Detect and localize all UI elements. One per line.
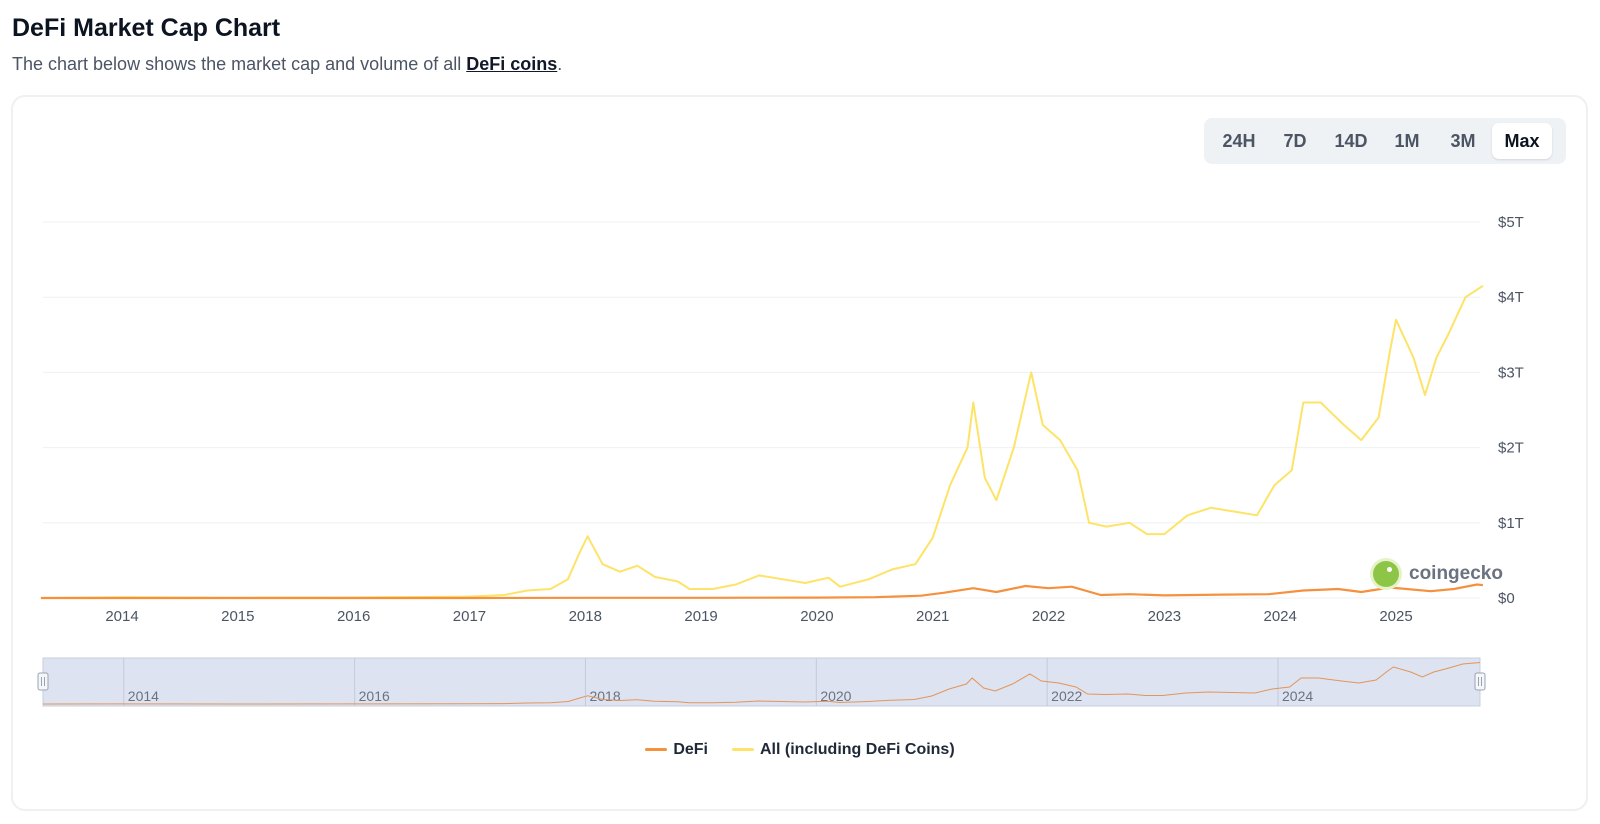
watermark-text: coingecko	[1409, 563, 1503, 584]
range-button-3m[interactable]: 3M	[1450, 131, 1476, 151]
x-tick-label: 2019	[684, 608, 717, 625]
legend-item-all[interactable]: All (including DeFi Coins)	[732, 741, 955, 759]
x-tick-label: 2018	[569, 608, 602, 625]
defi-coins-link[interactable]: DeFi coins	[466, 54, 558, 74]
coingecko-logo-icon	[1373, 561, 1399, 587]
range-selector: 24H 7D 14D 1M 3M Max	[1204, 118, 1566, 164]
navigator-tick-label: 2018	[589, 688, 620, 704]
navigator-series-line	[42, 662, 1481, 705]
range-button-7d[interactable]: 7D	[1283, 131, 1307, 151]
y-tick-label: $5T	[1498, 214, 1524, 231]
grid-lines	[43, 221, 1480, 599]
navigator-tick-label: 2016	[359, 688, 390, 704]
range-button-24h[interactable]: 24H	[1222, 131, 1256, 151]
coingecko-watermark: coingecko	[1373, 561, 1503, 587]
legend: DeFi All (including DeFi Coins)	[0, 738, 1600, 759]
series-line-all	[40, 285, 1484, 599]
navigator-tick-label: 2014	[128, 688, 159, 704]
subtitle-period: .	[557, 54, 563, 74]
navigator-tick-label: 2020	[820, 688, 851, 704]
y-tick-label: $1T	[1498, 515, 1524, 532]
range-button-1m[interactable]: 1M	[1394, 131, 1420, 151]
y-tick-label: $2T	[1498, 440, 1524, 457]
x-tick-label: 2017	[453, 608, 486, 625]
legend-label: DeFi	[673, 740, 708, 758]
navigator-range-mask[interactable]	[42, 657, 1481, 707]
x-tick-label: 2021	[916, 608, 949, 625]
navigator: 2014 2016 2018 2020 2022 2024	[37, 657, 1486, 707]
series-line-defi	[40, 583, 1484, 600]
x-tick-label: 2020	[800, 608, 833, 625]
navigator-right-handle[interactable]	[1474, 672, 1486, 691]
page-title: DeFi Market Cap Chart	[12, 14, 281, 42]
y-tick-label: $3T	[1498, 364, 1524, 381]
x-tick-label: 2014	[105, 608, 138, 625]
y-tick-label: $0	[1498, 590, 1515, 607]
y-axis-labels: $0 $1T $2T $3T $4T $5T	[1498, 214, 1524, 607]
y-tick-label: $4T	[1498, 289, 1524, 306]
legend-label: All (including DeFi Coins)	[760, 740, 955, 758]
navigator-tick-label: 2024	[1282, 688, 1313, 704]
x-tick-label: 2023	[1148, 608, 1181, 625]
x-tick-label: 2022	[1032, 608, 1065, 625]
x-tick-label: 2024	[1263, 608, 1296, 625]
x-tick-label: 2025	[1379, 608, 1412, 625]
x-tick-label: 2015	[221, 608, 254, 625]
legend-swatch	[645, 748, 668, 751]
range-button-14d[interactable]: 14D	[1334, 131, 1368, 151]
legend-swatch	[732, 748, 754, 751]
navigator-tick-label: 2022	[1051, 688, 1082, 704]
navigator-left-handle[interactable]	[37, 672, 49, 691]
page-subtitle: The chart below shows the market cap and…	[12, 54, 562, 75]
range-button-max[interactable]: Max	[1492, 123, 1552, 159]
x-axis-labels: 2014 2015 2016 2017 2018 2019 2020 2021 2022 2023…	[105, 608, 1412, 625]
legend-item-defi[interactable]: DeFi	[645, 741, 708, 759]
x-tick-label: 2016	[337, 608, 370, 625]
subtitle-text: The chart below shows the market cap and…	[12, 54, 467, 74]
series-lines	[40, 285, 1484, 600]
